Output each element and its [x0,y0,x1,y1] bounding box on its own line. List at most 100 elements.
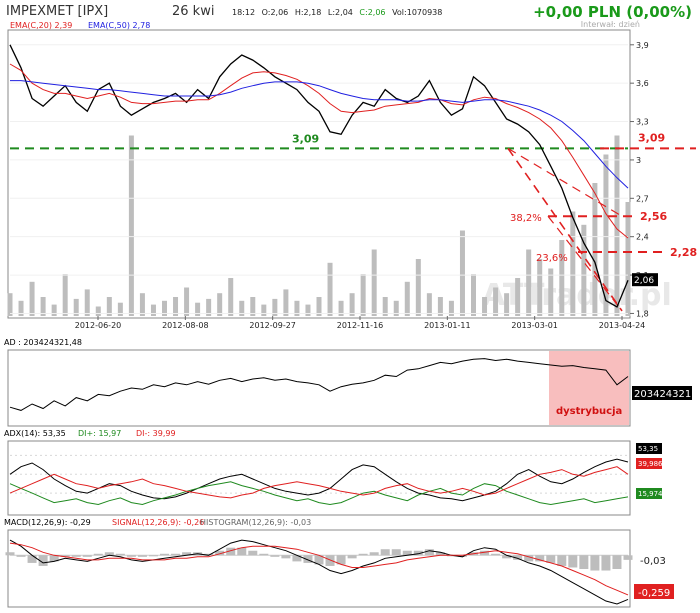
ad-last-box [632,386,692,400]
histogram-bar [5,552,15,556]
volume-bar [603,154,609,316]
volume-bar [106,297,112,316]
histogram-bar [535,555,545,562]
x-tick-label: 2013-01-11 [424,321,471,330]
macd-panel[interactable] [7,529,631,608]
adx-last-label: 53,35 [638,445,658,453]
fib-trend-line [507,147,623,217]
distribution-zone [549,351,629,425]
volume-bar [139,293,145,316]
volume-bar [592,183,598,316]
volume-bar [217,293,223,316]
volume-bar [515,278,521,316]
fib-trend-line [547,215,623,312]
volume-bar [581,224,587,316]
adx-di-plus-legend: DI+: 15,97 [78,429,121,438]
volume-bar [18,300,24,316]
adx-last-box [636,443,662,454]
volume-bar [393,300,399,316]
distribution-label: dystrybucja [556,406,622,417]
macd-last-box [634,584,674,599]
high-value: H:2,18 [294,8,322,17]
histogram-bar [435,552,445,556]
histogram-bar [171,553,181,556]
volume-bar [228,278,234,316]
y-tick-label: 2,4 [636,233,649,242]
volume-bar [239,300,245,316]
volume-bar [40,297,46,316]
volume-bar [349,293,355,316]
histogram-bar [557,555,567,566]
volume-value: Vol:1070938 [392,8,443,17]
histogram-bar [27,555,37,563]
adx-last-label: 39,986 [638,460,663,468]
ad-panel[interactable] [7,349,631,427]
volume-bar [360,274,366,316]
x-tick-label: 2012-11-16 [337,321,384,330]
histogram-bar [491,553,501,556]
volume-bar [195,302,201,316]
volume-bar [537,259,543,316]
volume-bar [261,304,267,316]
ema20-legend: EMA(C,20) 2,39 [10,21,72,30]
histogram-bar [226,547,236,556]
di-plus-line [9,481,629,506]
ema50-line [10,80,629,189]
y-tick-label: 1,8 [636,309,649,318]
fib-level-label: 2,28 [670,246,697,259]
volume-bar [382,297,388,316]
volume-bar [95,306,101,316]
volume-bar [371,249,377,316]
volume-bar [426,293,432,316]
histogram-bar [160,553,169,556]
price-line [9,44,629,308]
histogram-bar [402,550,412,556]
volume-bar [184,287,190,316]
y-tick-label: 2,7 [636,194,649,203]
histogram-bar [38,555,48,566]
y-tick-label: 3,6 [636,79,649,88]
ticker-label[interactable]: IMPEXMET [IPX] [6,4,109,19]
histogram-bar [248,550,258,556]
volume-bar [51,304,57,316]
volume-bar [162,300,167,316]
di-minus-line [9,466,629,499]
close-value: C:2,06 [359,8,386,17]
histogram-bar [204,553,214,556]
histogram-bar [49,555,59,562]
volume-bar [559,240,565,316]
histogram-bar [579,555,589,569]
histogram-bar [601,555,611,571]
price-change: +0,00 PLN (0,00%) [533,3,692,21]
volume-bar [327,262,333,316]
histogram-bar [93,553,103,556]
histogram-bar [590,555,600,571]
fib-level-label: 2,56 [640,210,667,223]
histogram-bar [16,555,26,557]
macd-title: MACD(12,26,9): -0,29 [4,518,91,527]
macd-histogram-legend: HISTOGRAM(12,26,9): -0,03 [200,518,311,527]
volume-bar [338,300,344,316]
adx-last-label: 15,974 [638,490,663,498]
histogram-bar [126,555,136,557]
histogram-bar [303,555,313,563]
volume-bar [437,297,443,316]
fib-percent-label: 38,2% [510,213,542,224]
histogram-bar [347,555,357,559]
y-tick-label: 3,9 [636,41,649,50]
volume-bar [173,297,179,316]
volume-bar [471,274,476,316]
volume-bar [448,300,454,316]
histogram-bar [524,555,534,562]
macd-line [9,539,629,605]
histogram-bar [513,555,523,560]
histogram-bar [568,555,578,568]
last-price-label: 2,06 [634,276,654,286]
support-label: 3,09 [292,132,319,145]
ad-title: AD : 203424321,48 [4,338,82,347]
interval-label[interactable]: Interwał: dzień [580,20,640,29]
histogram-bar [380,549,390,556]
histogram-bar [424,549,434,556]
histogram-bar [358,553,368,556]
